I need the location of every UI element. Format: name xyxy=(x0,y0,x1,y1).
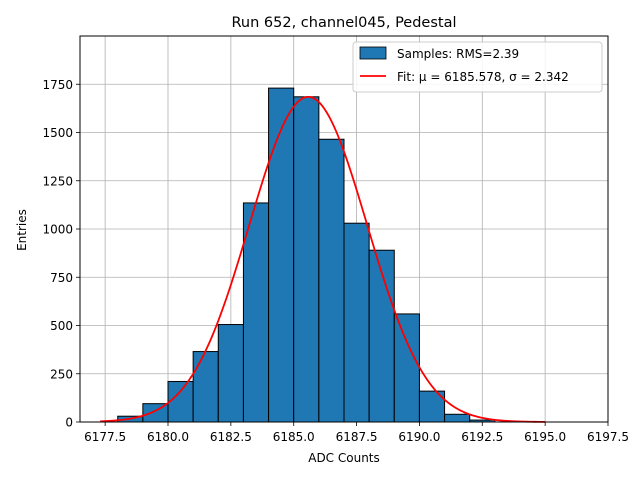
histogram-bar xyxy=(444,413,471,423)
histogram-bar xyxy=(368,249,395,423)
legend: Samples: RMS=2.39 Fit: μ = 6185.578, σ =… xyxy=(352,41,603,93)
histogram-bar xyxy=(217,324,244,423)
histogram-bars xyxy=(117,87,496,423)
y-tick-label: 1500 xyxy=(42,126,73,140)
legend-samples-swatch xyxy=(359,46,387,60)
x-tick-label: 6177.5 xyxy=(84,430,126,444)
x-tick-label: 6185.0 xyxy=(273,430,315,444)
x-tick-label: 6197.5 xyxy=(587,430,629,444)
y-tick-label: 1250 xyxy=(42,174,73,188)
y-tick-label: 250 xyxy=(50,367,73,381)
legend-box xyxy=(352,41,603,93)
legend-samples-label: Samples: RMS=2.39 xyxy=(397,47,519,61)
histogram-bar xyxy=(167,380,194,423)
histogram-bar xyxy=(192,351,219,423)
gaussian-fit-line xyxy=(100,95,546,423)
histogram-bar xyxy=(393,313,420,423)
x-tick-label: 6190.0 xyxy=(398,430,440,444)
histogram-bar xyxy=(293,96,320,423)
x-tick-label: 6195.0 xyxy=(524,430,566,444)
axis-ticks: 6177.5 6180.0 6182.5 6185.0 6187.5 6190.0 6192… xyxy=(42,78,629,444)
y-tick-label: 0 xyxy=(65,416,73,430)
histogram-bar xyxy=(242,202,270,423)
y-tick-label: 1750 xyxy=(42,78,73,92)
x-tick-label: 6187.5 xyxy=(336,430,378,444)
y-axis-label: Entries xyxy=(15,209,29,251)
y-tick-label: 750 xyxy=(50,271,73,285)
histogram-bar xyxy=(268,87,295,423)
y-tick-label: 500 xyxy=(50,319,73,333)
chart-title: Run 652, channel045, Pedestal xyxy=(231,15,456,31)
y-tick-label: 1000 xyxy=(42,223,73,237)
x-tick-label: 6180.0 xyxy=(147,430,189,444)
x-tick-label: 6192.5 xyxy=(461,430,503,444)
x-tick-label: 6182.5 xyxy=(210,430,252,444)
legend-fit-label: Fit: μ = 6185.578, σ = 2.342 xyxy=(397,70,569,84)
fit-curve-layer xyxy=(100,95,546,423)
histogram-bar xyxy=(318,138,345,423)
histogram-bar xyxy=(343,222,370,423)
x-axis-label: ADC Counts xyxy=(308,451,380,465)
